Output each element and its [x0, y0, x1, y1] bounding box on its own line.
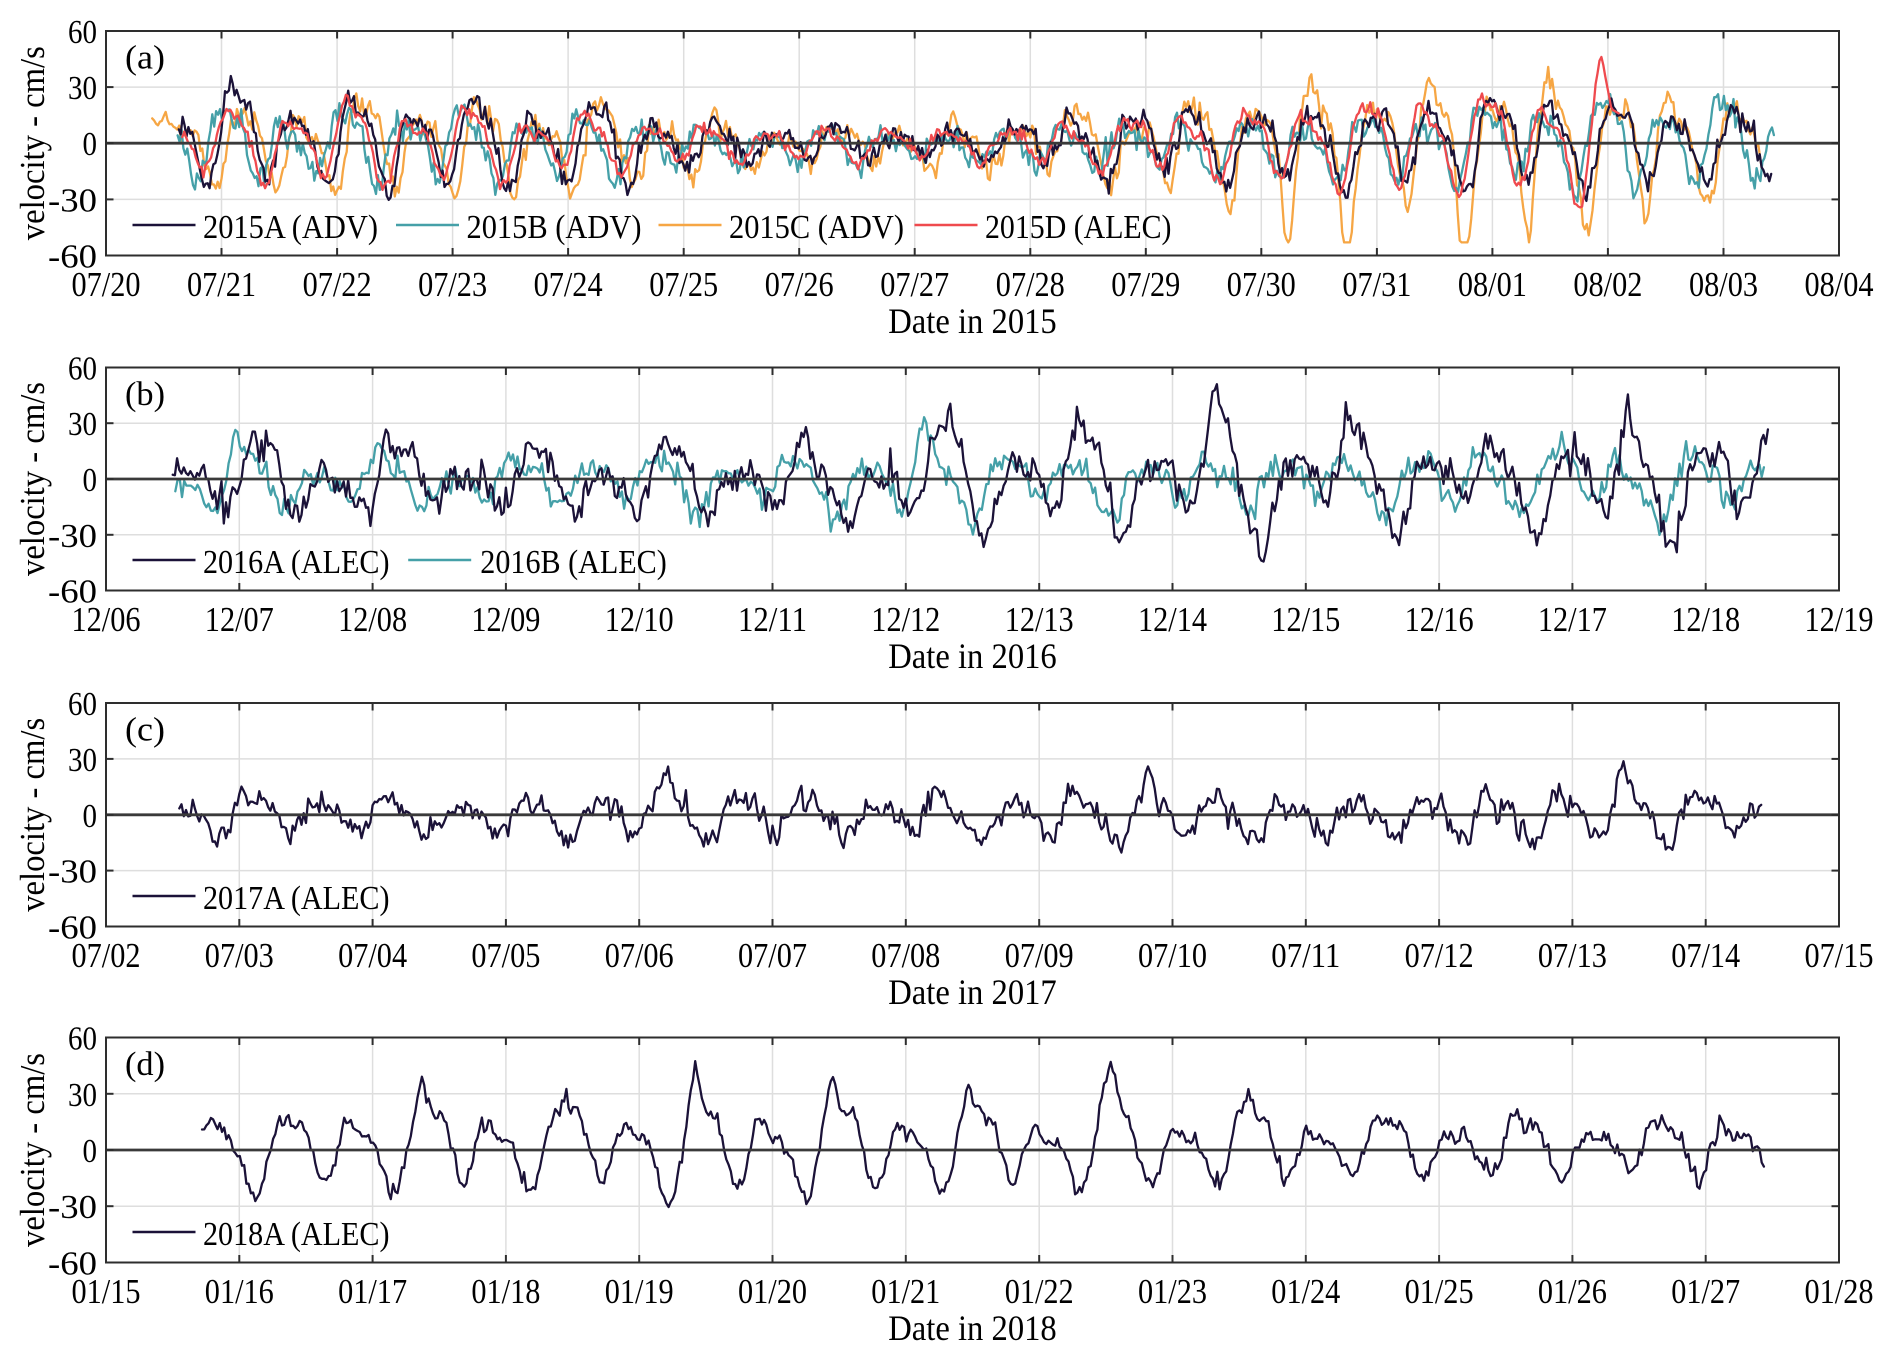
svg-text:0: 0	[83, 798, 98, 835]
svg-text:08/04: 08/04	[1805, 265, 1874, 304]
svg-text:01/22: 01/22	[1005, 1272, 1074, 1311]
svg-text:(c): (c)	[125, 712, 165, 749]
svg-text:07/03: 07/03	[205, 936, 274, 975]
svg-text:12/07: 12/07	[205, 600, 274, 639]
svg-text:velocity - cm/s: velocity - cm/s	[13, 718, 52, 912]
svg-text:12/13: 12/13	[1005, 600, 1074, 639]
svg-text:60: 60	[68, 686, 97, 723]
svg-text:30: 30	[68, 406, 97, 443]
svg-text:07/27: 07/27	[880, 265, 949, 304]
svg-text:01/18: 01/18	[471, 1272, 540, 1311]
svg-text:velocity - cm/s: velocity - cm/s	[13, 46, 52, 240]
svg-text:30: 30	[68, 742, 97, 779]
svg-text:01/24: 01/24	[1271, 1272, 1340, 1311]
svg-text:12/19: 12/19	[1805, 600, 1874, 639]
svg-text:Date in 2016: Date in 2016	[888, 636, 1057, 676]
svg-text:30: 30	[68, 70, 97, 107]
svg-text:2016B (ALEC): 2016B (ALEC)	[480, 544, 667, 581]
svg-text:07/22: 07/22	[303, 265, 372, 304]
svg-text:-30: -30	[48, 1189, 97, 1226]
svg-text:07/02: 07/02	[72, 936, 141, 975]
svg-text:velocity - cm/s: velocity - cm/s	[13, 382, 52, 576]
svg-text:(d): (d)	[125, 1046, 165, 1083]
svg-text:12/12: 12/12	[871, 600, 940, 639]
svg-text:12/10: 12/10	[605, 600, 674, 639]
svg-text:07/08: 07/08	[871, 936, 940, 975]
svg-text:velocity - cm/s: velocity - cm/s	[13, 1053, 52, 1247]
svg-text:-60: -60	[48, 910, 97, 947]
svg-text:01/19: 01/19	[605, 1272, 674, 1311]
svg-text:01/25: 01/25	[1405, 1272, 1474, 1311]
svg-text:07/13: 07/13	[1538, 936, 1607, 975]
svg-text:08/01: 08/01	[1458, 265, 1527, 304]
svg-text:01/27: 01/27	[1671, 1272, 1740, 1311]
svg-text:12/11: 12/11	[738, 600, 807, 639]
svg-text:07/09: 07/09	[1005, 936, 1074, 975]
svg-text:01/20: 01/20	[738, 1272, 807, 1311]
svg-text:-30: -30	[48, 518, 97, 555]
svg-text:08/03: 08/03	[1689, 265, 1758, 304]
svg-text:Date in 2017: Date in 2017	[888, 972, 1057, 1012]
svg-text:01/17: 01/17	[338, 1272, 407, 1311]
svg-text:07/07: 07/07	[738, 936, 807, 975]
svg-text:07/04: 07/04	[338, 936, 407, 975]
svg-text:07/11: 07/11	[1271, 936, 1340, 975]
svg-text:2015B (ADV): 2015B (ADV)	[467, 209, 642, 246]
svg-text:(a): (a)	[125, 40, 165, 77]
svg-text:01/15: 01/15	[72, 1272, 141, 1311]
svg-text:2016A (ALEC): 2016A (ALEC)	[203, 544, 390, 581]
svg-text:07/14: 07/14	[1671, 936, 1740, 975]
svg-text:2015D (ALEC): 2015D (ALEC)	[985, 209, 1172, 246]
svg-text:01/26: 01/26	[1538, 1272, 1607, 1311]
svg-text:07/31: 07/31	[1342, 265, 1411, 304]
svg-text:2015A (ADV): 2015A (ADV)	[203, 209, 378, 246]
svg-text:Date in 2015: Date in 2015	[888, 301, 1057, 341]
svg-text:2017A (ALEC): 2017A (ALEC)	[203, 880, 390, 917]
svg-text:(b): (b)	[125, 376, 165, 413]
svg-text:30: 30	[68, 1077, 97, 1114]
svg-text:2015C (ADV): 2015C (ADV)	[729, 209, 904, 246]
svg-text:12/09: 12/09	[471, 600, 540, 639]
svg-text:-30: -30	[48, 854, 97, 891]
svg-text:07/28: 07/28	[996, 265, 1065, 304]
svg-text:12/14: 12/14	[1138, 600, 1207, 639]
svg-text:07/25: 07/25	[649, 265, 718, 304]
svg-text:07/20: 07/20	[72, 265, 141, 304]
svg-text:-30: -30	[48, 182, 97, 219]
svg-text:07/15: 07/15	[1805, 936, 1874, 975]
svg-text:60: 60	[68, 14, 97, 51]
svg-text:12/06: 12/06	[72, 600, 141, 639]
svg-text:07/24: 07/24	[534, 265, 603, 304]
svg-text:07/10: 07/10	[1138, 936, 1207, 975]
svg-text:12/18: 12/18	[1671, 600, 1740, 639]
svg-text:07/06: 07/06	[605, 936, 674, 975]
svg-text:01/23: 01/23	[1138, 1272, 1207, 1311]
svg-text:01/28: 01/28	[1805, 1272, 1874, 1311]
svg-text:07/05: 07/05	[471, 936, 540, 975]
svg-text:0: 0	[83, 1133, 98, 1170]
svg-text:01/21: 01/21	[871, 1272, 940, 1311]
svg-text:12/16: 12/16	[1405, 600, 1474, 639]
svg-text:-60: -60	[48, 574, 97, 611]
svg-text:Date in 2018: Date in 2018	[888, 1308, 1057, 1348]
svg-text:12/15: 12/15	[1271, 600, 1340, 639]
svg-text:08/02: 08/02	[1573, 265, 1642, 304]
svg-text:12/17: 12/17	[1538, 600, 1607, 639]
svg-text:12/08: 12/08	[338, 600, 407, 639]
svg-text:-60: -60	[48, 1246, 97, 1283]
svg-text:0: 0	[83, 126, 98, 163]
svg-text:07/12: 07/12	[1405, 936, 1474, 975]
svg-text:2018A (ALEC): 2018A (ALEC)	[203, 1216, 390, 1253]
svg-text:07/21: 07/21	[187, 265, 256, 304]
svg-text:60: 60	[68, 351, 97, 388]
svg-text:0: 0	[83, 462, 98, 499]
svg-text:07/30: 07/30	[1227, 265, 1296, 304]
svg-text:07/26: 07/26	[765, 265, 834, 304]
svg-text:07/23: 07/23	[418, 265, 487, 304]
svg-text:-60: -60	[48, 239, 97, 276]
svg-text:07/29: 07/29	[1111, 265, 1180, 304]
svg-text:60: 60	[68, 1021, 97, 1058]
svg-text:01/16: 01/16	[205, 1272, 274, 1311]
